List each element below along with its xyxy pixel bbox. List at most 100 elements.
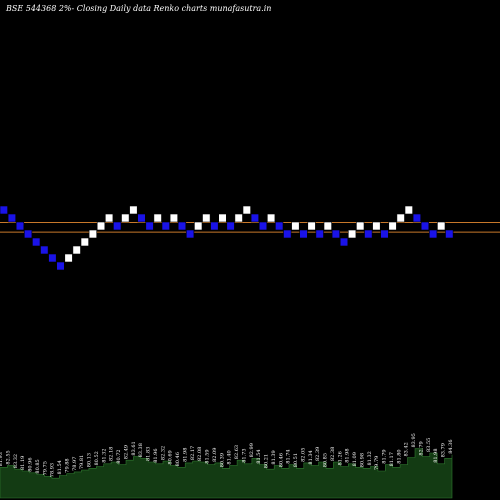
- renko-brick-down: [7, 213, 17, 223]
- renko-brick-down: [23, 229, 33, 239]
- renko-brick-up: [88, 229, 97, 239]
- volume-label: 82.05: [301, 448, 307, 462]
- volume-label: 80.72: [116, 449, 122, 463]
- renko-brick-up: [266, 213, 276, 223]
- renko-brick-up: [169, 213, 179, 223]
- volume-label: 81.32: [367, 451, 373, 465]
- volume-label: 82.09: [212, 448, 218, 462]
- renko-brick-down: [32, 237, 41, 247]
- renko-brick-up: [372, 221, 381, 231]
- renko-brick-up: [121, 213, 130, 223]
- renko-brick-down: [258, 221, 268, 231]
- renko-brick-up: [388, 221, 397, 231]
- volume-label: 81.73: [241, 448, 247, 462]
- volume-label: 79.88: [64, 458, 70, 472]
- volume-label: 79.81: [79, 455, 85, 469]
- volume-label: 81.54: [256, 449, 262, 463]
- renko-brick-down: [445, 229, 454, 239]
- volume-label: 81.17: [389, 452, 395, 466]
- volume-label: 78.97: [72, 457, 78, 471]
- volume-label: 82.08: [197, 447, 203, 461]
- volume-label: 82.18: [109, 447, 115, 461]
- renko-brick-up: [291, 221, 300, 231]
- renko-brick-down: [275, 221, 284, 231]
- volume-label: 81.09: [352, 452, 358, 466]
- renko-brick-down: [380, 229, 389, 239]
- volume-label: 81.98: [433, 448, 439, 462]
- volume-label: 81.54: [57, 460, 63, 474]
- volume-label: 82.17: [190, 446, 196, 460]
- volume-label: 82.63: [234, 445, 240, 459]
- volume-label: 83.95: [411, 433, 417, 447]
- renko-brick-down: [412, 213, 422, 223]
- volume-label: 80.46: [278, 453, 284, 467]
- volume-label: 80.69: [168, 450, 174, 464]
- volume-label: 81.32: [101, 448, 107, 462]
- renko-brick-down: [210, 221, 219, 231]
- volume-label: 81.39: [271, 450, 277, 464]
- renko-brick-down: [364, 229, 373, 239]
- volume-label: 80.21: [264, 454, 270, 468]
- volume-label: 80.46: [175, 452, 181, 466]
- volume-label: 82.49: [123, 445, 129, 459]
- volume-label: 81.83: [146, 447, 152, 461]
- volume-label: 81.26: [337, 451, 343, 465]
- renko-brick-up: [129, 205, 138, 215]
- renko-brick-up: [202, 213, 211, 223]
- renko-brick-down: [48, 253, 57, 263]
- renko-brick-up: [404, 205, 413, 215]
- volume-area: [0, 448, 453, 499]
- volume-label: 80.98: [360, 453, 366, 467]
- reference-lines: [0, 222, 500, 233]
- volume-label: 79.75: [42, 461, 48, 475]
- volume-label: 81.59: [205, 449, 211, 463]
- volume-label: 78.93: [50, 463, 56, 477]
- renko-bricks: [0, 205, 454, 271]
- volume-label: 81.80: [396, 449, 402, 463]
- renko-brick-down: [161, 221, 170, 231]
- volume-label: 82.32: [160, 446, 166, 460]
- chart-title: BSE 544368 2%- Closing Daily data Renko …: [5, 4, 271, 13]
- volume-label: 81.98: [345, 448, 351, 462]
- renko-brick-up: [234, 213, 243, 223]
- renko-brick-down: [420, 221, 430, 231]
- renko-brick-up: [80, 237, 89, 247]
- volume-labels: 81.93 82.55 83.32 81.19 80.96 80.85 79.75 78.93…: [0, 433, 454, 477]
- volume-label: 83.61: [131, 441, 137, 455]
- volume-label: 83.32: [13, 454, 19, 468]
- renko-brick-up: [347, 229, 357, 239]
- volume-label: 81.79: [382, 449, 388, 463]
- renko-brick-down: [40, 245, 49, 255]
- renko-brick-down: [0, 205, 8, 215]
- volume-label: 82.38: [330, 447, 336, 461]
- volume-label: 80.96: [28, 457, 34, 471]
- renko-brick-up: [242, 205, 251, 215]
- volume-label: 82.55: [5, 450, 11, 464]
- volume-label: 82.99: [249, 443, 255, 457]
- volume-label: 81.34: [308, 450, 314, 464]
- renko-brick-up: [437, 221, 446, 231]
- renko-brick-up: [72, 245, 81, 255]
- renko-brick-down: [145, 221, 154, 231]
- volume-label: 80.13: [87, 453, 93, 467]
- renko-brick-down: [137, 213, 146, 223]
- volume-label: 81.74: [286, 449, 292, 463]
- volume-label: 80.51: [293, 453, 299, 467]
- renko-brick-up: [323, 221, 332, 231]
- renko-brick-up: [356, 221, 365, 231]
- volume-label: 83.55: [426, 438, 432, 452]
- volume-label: 82.39: [315, 447, 321, 461]
- volume-label: 81.40: [227, 450, 233, 464]
- renko-brick-up: [96, 221, 106, 231]
- renko-brick-up: [194, 221, 203, 231]
- volume-label: 84.36: [448, 439, 454, 453]
- renko-brick-up: [153, 213, 162, 223]
- renko-brick-down: [315, 229, 324, 239]
- volume-label: 83.38: [138, 443, 144, 457]
- renko-brick-down: [283, 229, 292, 239]
- renko-brick-down: [113, 221, 122, 231]
- volume-label: 80.39: [219, 453, 225, 467]
- volume-label: 81.96: [153, 448, 159, 462]
- volume-label: 82.79: [419, 441, 425, 455]
